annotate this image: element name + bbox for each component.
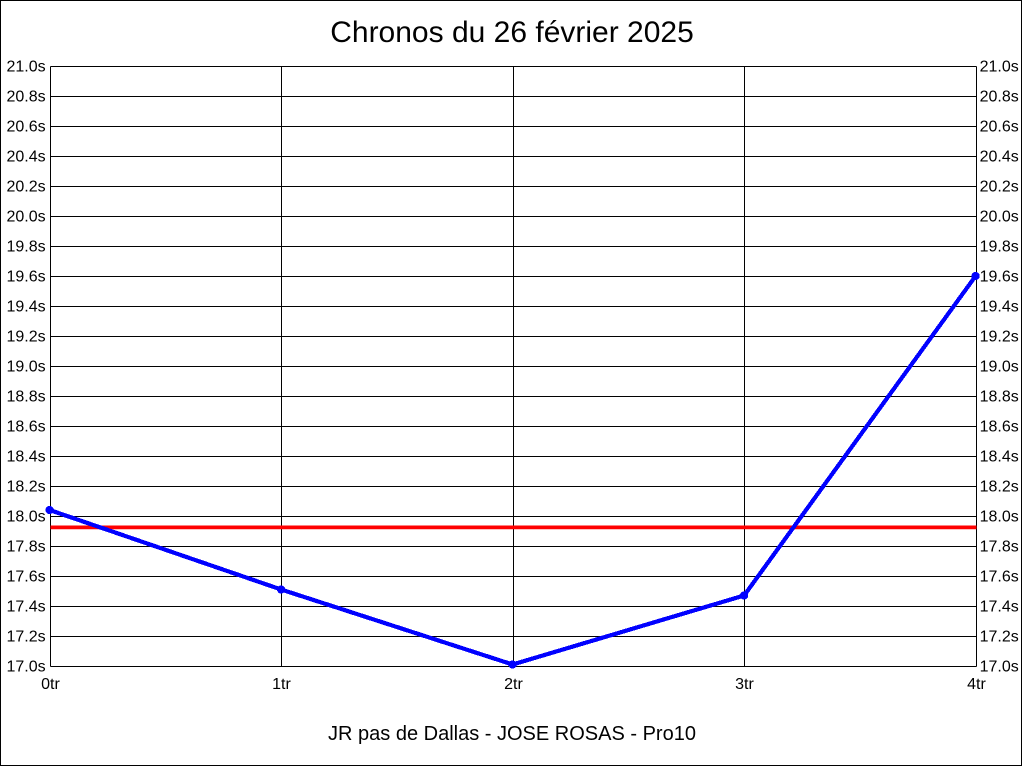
svg-text:17.0s: 17.0s (980, 659, 1019, 676)
svg-text:19.2s: 19.2s (6, 329, 45, 346)
svg-text:17.8s: 17.8s (980, 539, 1019, 556)
svg-text:18.8s: 18.8s (6, 389, 45, 406)
svg-text:17.6s: 17.6s (6, 569, 45, 586)
svg-text:2tr: 2tr (504, 676, 523, 693)
svg-text:1tr: 1tr (272, 676, 291, 693)
svg-text:20.0s: 20.0s (980, 209, 1019, 226)
svg-text:18.4s: 18.4s (980, 449, 1019, 466)
svg-text:20.2s: 20.2s (6, 179, 45, 196)
svg-text:18.0s: 18.0s (6, 509, 45, 526)
svg-text:21.0s: 21.0s (6, 59, 45, 76)
svg-text:20.2s: 20.2s (980, 179, 1019, 196)
svg-text:17.2s: 17.2s (6, 629, 45, 646)
svg-text:19.0s: 19.0s (980, 359, 1019, 376)
svg-text:20.6s: 20.6s (980, 119, 1019, 136)
svg-text:20.6s: 20.6s (6, 119, 45, 136)
svg-text:18.2s: 18.2s (6, 479, 45, 496)
svg-text:17.2s: 17.2s (980, 629, 1019, 646)
svg-text:17.8s: 17.8s (6, 539, 45, 556)
svg-text:4tr: 4tr (967, 676, 986, 693)
svg-text:20.4s: 20.4s (980, 149, 1019, 166)
svg-text:19.0s: 19.0s (6, 359, 45, 376)
svg-text:18.2s: 18.2s (980, 479, 1019, 496)
svg-text:0tr: 0tr (41, 676, 60, 693)
svg-text:18.6s: 18.6s (980, 419, 1019, 436)
svg-text:18.6s: 18.6s (6, 419, 45, 436)
svg-text:20.0s: 20.0s (6, 209, 45, 226)
svg-text:19.2s: 19.2s (980, 329, 1019, 346)
svg-text:3tr: 3tr (735, 676, 754, 693)
svg-text:19.4s: 19.4s (6, 299, 45, 316)
svg-text:20.4s: 20.4s (6, 149, 45, 166)
svg-text:19.4s: 19.4s (980, 299, 1019, 316)
svg-text:17.0s: 17.0s (6, 659, 45, 676)
svg-text:18.8s: 18.8s (980, 389, 1019, 406)
svg-text:21.0s: 21.0s (980, 59, 1019, 76)
svg-text:19.8s: 19.8s (6, 239, 45, 256)
svg-text:17.6s: 17.6s (980, 569, 1019, 586)
svg-text:17.4s: 17.4s (6, 599, 45, 616)
svg-text:18.4s: 18.4s (6, 449, 45, 466)
svg-text:17.4s: 17.4s (980, 599, 1019, 616)
svg-text:20.8s: 20.8s (980, 89, 1019, 106)
svg-text:19.6s: 19.6s (6, 269, 45, 286)
svg-text:20.8s: 20.8s (6, 89, 45, 106)
svg-text:19.8s: 19.8s (980, 239, 1019, 256)
svg-text:18.0s: 18.0s (980, 509, 1019, 526)
svg-text:19.6s: 19.6s (980, 269, 1019, 286)
